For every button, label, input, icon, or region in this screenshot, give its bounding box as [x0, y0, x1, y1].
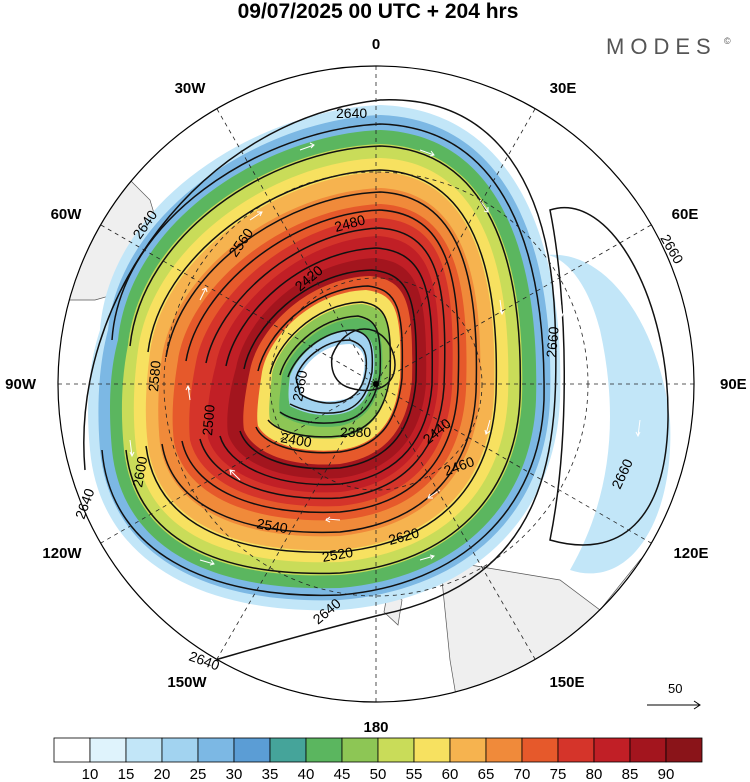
- colorbar-swatch: [161, 737, 199, 763]
- colorbar-swatch: [89, 737, 127, 763]
- lon-label-150e: 150E: [549, 674, 584, 691]
- contour-line-2480: [239, 269, 418, 470]
- colorbar-swatch: [305, 737, 343, 763]
- map-title: 09/07/2025 00 UTC + 204 hrs: [238, 0, 519, 23]
- colorbar-tick-label: 30: [226, 766, 243, 782]
- lon-label-30w: 30W: [175, 80, 207, 97]
- contour-line-2620: [101, 123, 545, 597]
- contour-label: 2480: [333, 211, 367, 235]
- colorbar: 10 15 20 25 30 35 40 45 50 55 60 65 70 75 80 85 90: [53, 737, 703, 782]
- lon-label-0: 0: [372, 36, 380, 53]
- colorbar-tick-label: 15: [118, 766, 135, 782]
- colorbar-tick-label: 75: [550, 766, 567, 782]
- contour-line-2580: [145, 169, 498, 554]
- colorbar-tick-label: 50: [370, 766, 387, 782]
- contour-line-2400: [287, 329, 374, 414]
- colorbar-swatch: [593, 737, 631, 763]
- colorbar-swatches: [53, 737, 703, 763]
- colorbar-tick-label: 65: [478, 766, 495, 782]
- colorbar-swatch: [53, 737, 91, 763]
- lon-label-90e: 90E: [720, 376, 747, 393]
- vector-reference-value: 50: [668, 681, 682, 696]
- colorbar-tick-label: 35: [262, 766, 279, 782]
- lon-label-60e: 60E: [672, 206, 699, 223]
- colorbar-tick-label: 40: [298, 766, 315, 782]
- lon-label-150w: 150W: [167, 674, 207, 691]
- colorbar-tick-label: 10: [82, 766, 99, 782]
- contour-line-2440: [267, 301, 392, 438]
- vector-reference: 50: [647, 681, 701, 710]
- contour-label: 2640: [336, 105, 367, 121]
- brand-logo: MODES: [606, 34, 717, 59]
- contour-line-2660: [549, 207, 669, 546]
- lon-label-90w: 90W: [5, 376, 37, 393]
- contour-line-2460: [255, 285, 404, 454]
- lon-label-120e: 120E: [673, 545, 708, 562]
- colorbar-tick-label: 20: [154, 766, 171, 782]
- colorbar-swatch: [197, 737, 235, 763]
- colorbar-swatch: [557, 737, 595, 763]
- colorbar-swatch: [233, 737, 271, 763]
- contour-label: 2360: [289, 369, 310, 403]
- contour-line-2560: [161, 191, 478, 534]
- colorbar-tick-label: 25: [190, 766, 207, 782]
- colorbar-swatch: [449, 737, 487, 763]
- contour-label: 2540: [255, 515, 289, 536]
- colorbar-swatch: [413, 737, 451, 763]
- contour-label: 2380: [340, 424, 371, 440]
- colorbar-tick-label: 55: [406, 766, 423, 782]
- colorbar-swatch: [125, 737, 163, 763]
- colorbar-tick-label: 90: [658, 766, 675, 782]
- colorbar-tick-label: 70: [514, 766, 531, 782]
- lon-label-120w: 120W: [42, 545, 82, 562]
- lon-label-30e: 30E: [550, 80, 577, 97]
- contour-label: 2520: [321, 544, 355, 565]
- colorbar-tick-label: 85: [622, 766, 639, 782]
- lon-label-180: 180: [363, 719, 388, 736]
- colorbar-swatch: [665, 737, 703, 763]
- contour-line-2420: [279, 315, 382, 424]
- map-disk: [58, 66, 694, 702]
- colorbar-tick-label: 60: [442, 766, 459, 782]
- contour-line-2360: [330, 328, 396, 392]
- contour-line-2520: [199, 227, 446, 500]
- contour-line-2380: [295, 339, 368, 404]
- longitude-labels: 0 30E 60E 90E 120E 150E 180 150W 120W 90…: [5, 36, 747, 736]
- contour-label: 2400: [279, 429, 313, 450]
- lon-label-60w: 60W: [51, 206, 83, 223]
- contour-label: 2660: [543, 326, 562, 359]
- colorbar-swatch: [341, 737, 379, 763]
- brand-copyright-mark: ©: [724, 36, 731, 46]
- map-border: [57, 65, 695, 703]
- contour-line-2500: [219, 247, 434, 486]
- contour-label: 2500: [199, 404, 218, 437]
- colorbar-swatch: [521, 737, 559, 763]
- contour-line-2600: [125, 145, 522, 575]
- colorbar-swatch: [377, 737, 415, 763]
- colorbar-labels: 10 15 20 25 30 35 40 45 50 55 60 65 70 75 80 85 90: [82, 766, 675, 782]
- colorbar-swatch: [485, 737, 523, 763]
- colorbar-swatch: [269, 737, 307, 763]
- contour-label: 2600: [129, 455, 150, 489]
- contour-label: 2620: [387, 524, 421, 548]
- contour-line-2540: [181, 209, 460, 514]
- colorbar-swatch: [629, 737, 667, 763]
- geopotential-contours: [83, 99, 669, 661]
- contour-label: 2580: [145, 360, 164, 393]
- graticule: [58, 66, 694, 702]
- south-pole-marker: [373, 381, 379, 387]
- colorbar-tick-label: 80: [586, 766, 603, 782]
- colorbar-tick-label: 45: [334, 766, 351, 782]
